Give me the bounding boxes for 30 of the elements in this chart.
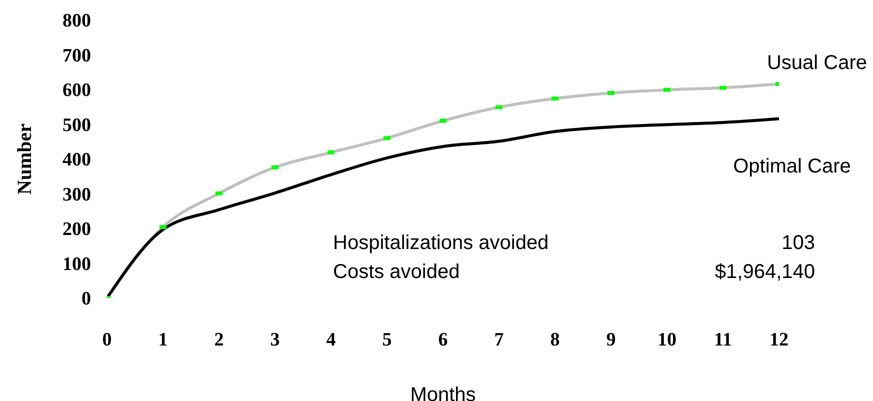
series-label: Usual Care (766, 52, 868, 74)
x-axis-title: Months (410, 384, 476, 401)
y-tick-label: 500 (62, 114, 91, 136)
x-tick-label: 5 (382, 329, 392, 350)
y-tick-label: 100 (62, 254, 91, 275)
y-axis-title: Number (14, 123, 36, 195)
x-tick-label: 12 (770, 329, 788, 350)
series-label: Optimal Care (733, 156, 851, 178)
annotation: $1,964,140 (714, 261, 815, 284)
text: 103 (780, 232, 815, 255)
annotation: Hospitalizations avoided (333, 232, 550, 255)
y-tick-label: 0 (82, 288, 91, 310)
x-tick-label: 1 (158, 329, 168, 350)
annotation: Costs avoided (333, 261, 461, 284)
y-tick-label: 400 (62, 150, 91, 171)
x-tick-label: 10 (658, 329, 676, 350)
y-tick-label: 700 (62, 45, 91, 66)
y-tick-label: 200 (62, 219, 91, 240)
x-tick-label: 8 (550, 329, 560, 350)
x-tick-label: 0 (102, 329, 112, 350)
x-tick-label: 9 (606, 329, 616, 350)
x-tick-label: 7 (494, 329, 504, 350)
x-tick-label: 2 (214, 329, 224, 350)
x-tick-label: 11 (714, 329, 732, 350)
y-tick-label: 800 (62, 10, 91, 32)
x-tick-label: 6 (438, 329, 448, 350)
x-tick-label: 4 (326, 329, 336, 350)
x-tick-label: 3 (270, 329, 280, 350)
y-tick-label: 600 (62, 80, 91, 102)
y-tick-label: 300 (62, 184, 91, 206)
